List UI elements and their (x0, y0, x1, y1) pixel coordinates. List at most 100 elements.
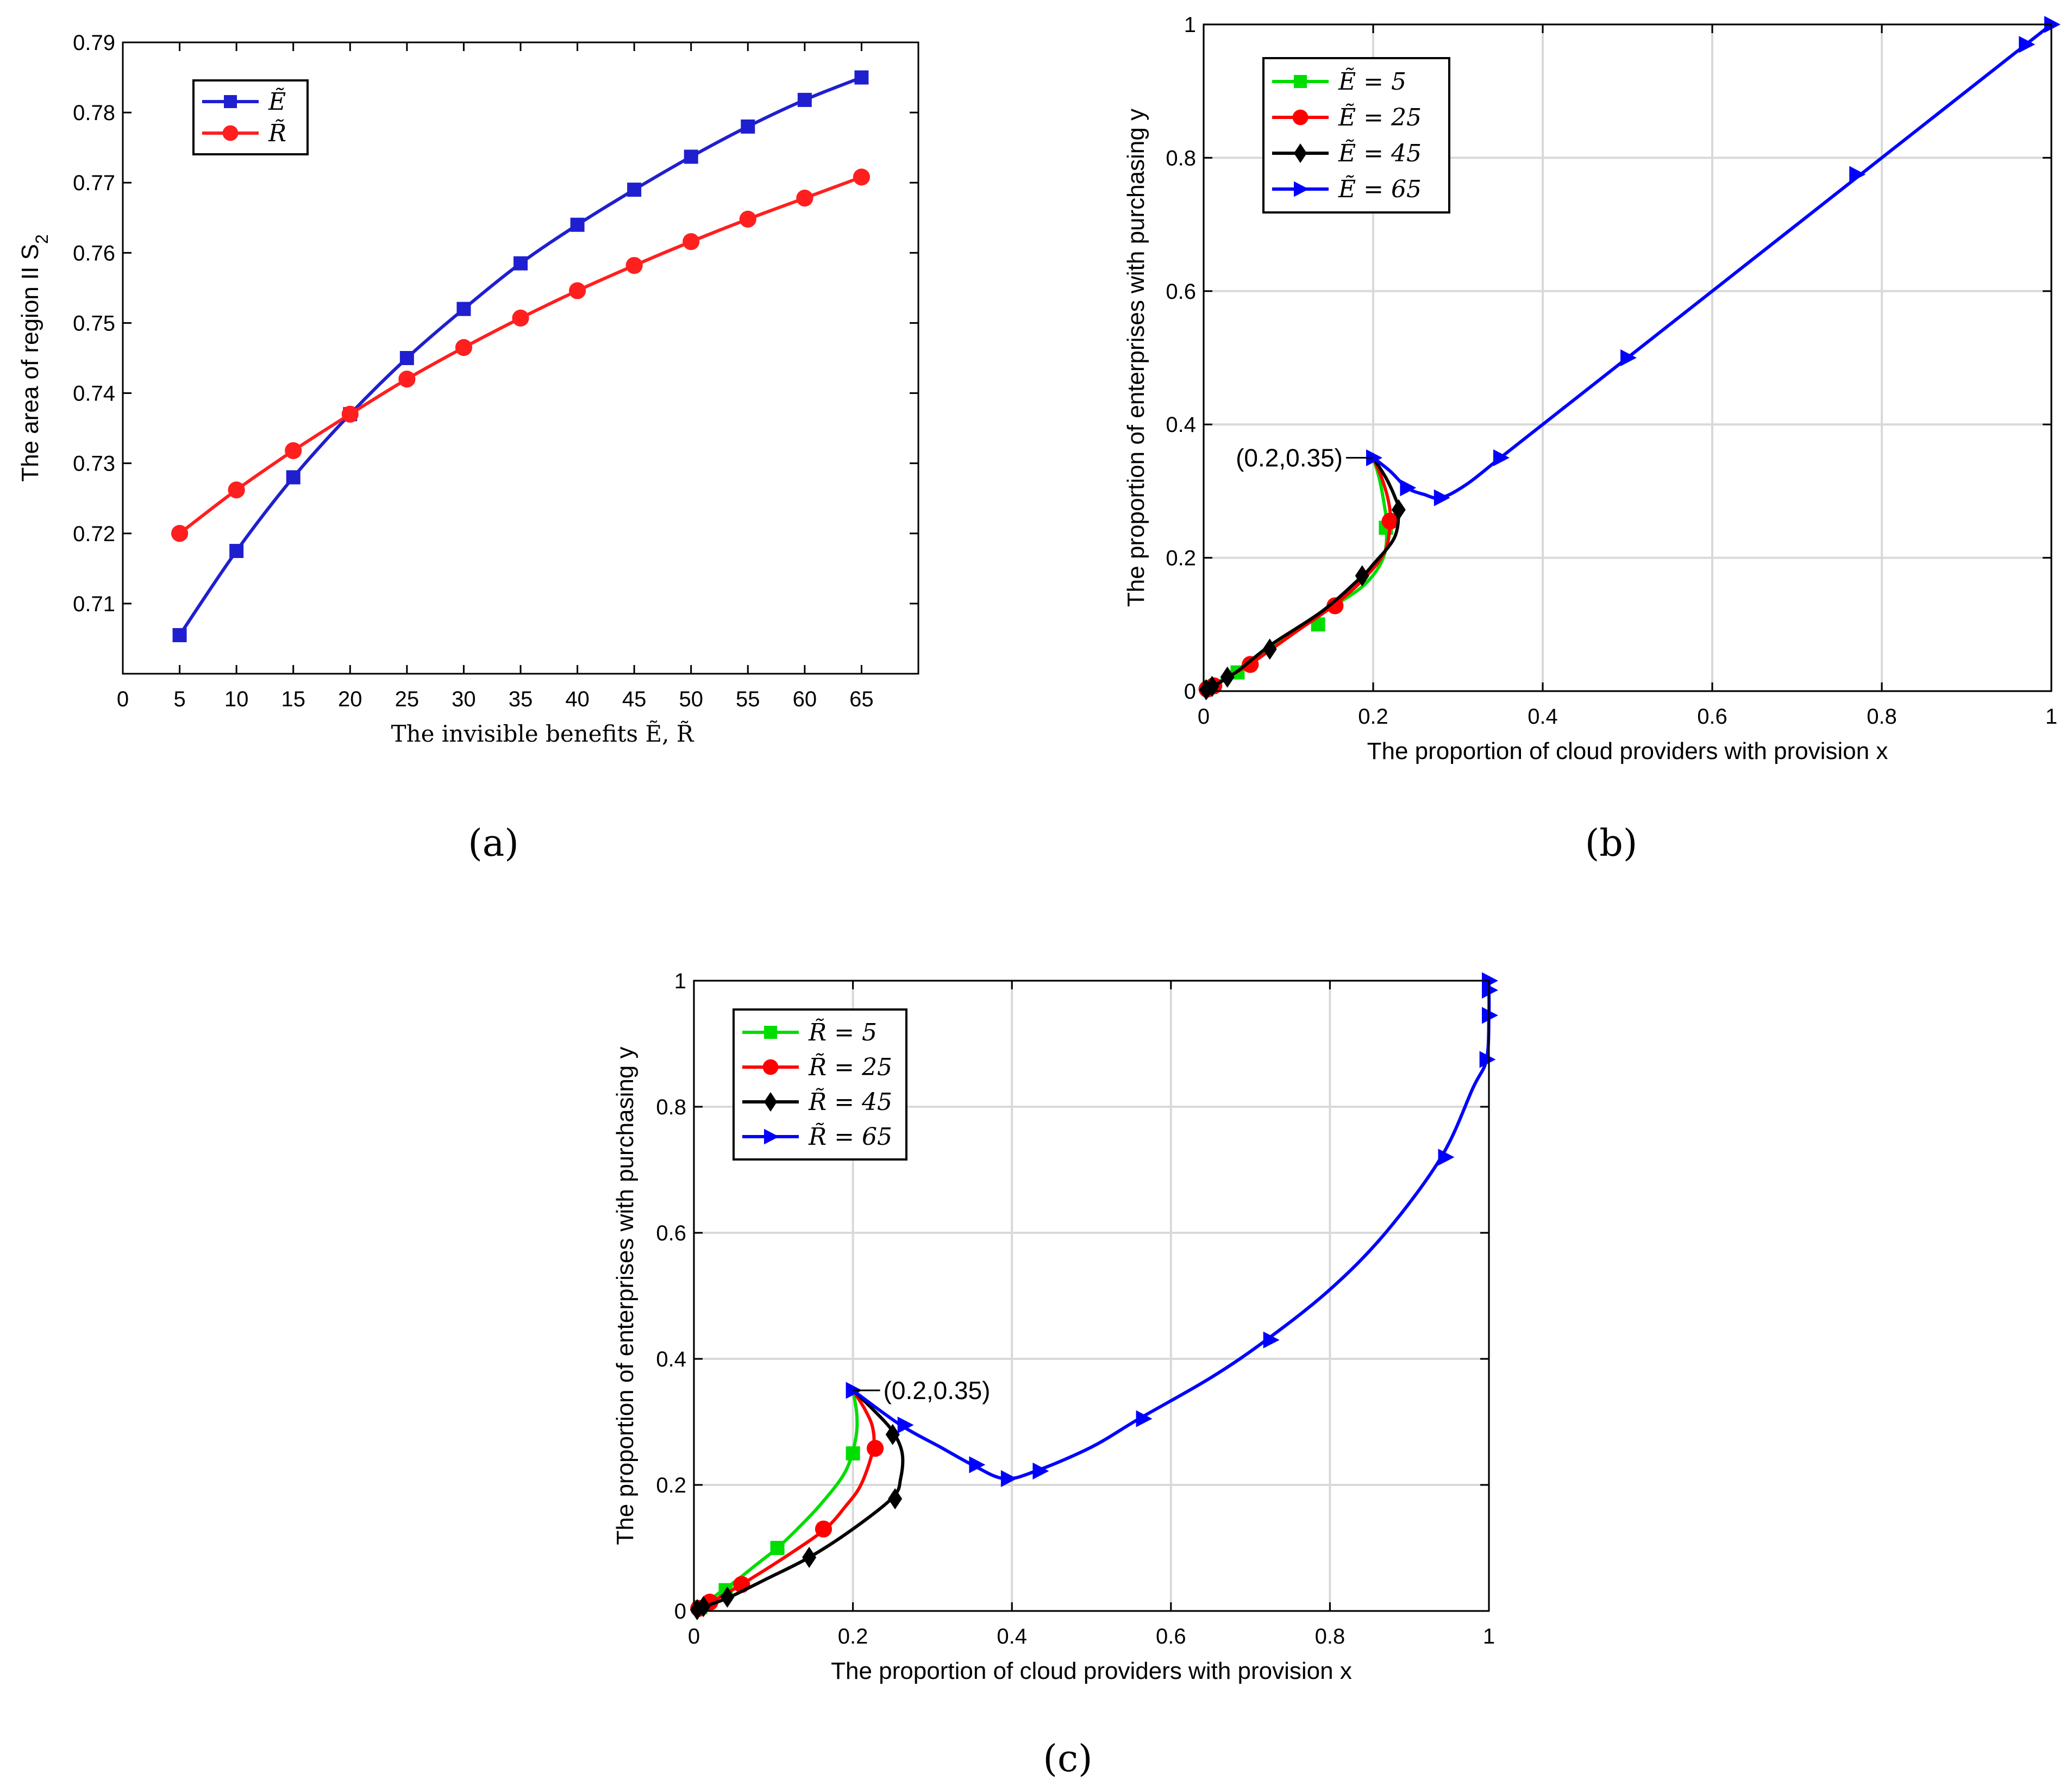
svg-text:The area of region II S2: The area of region II S2 (17, 234, 52, 482)
x-tick-label: 60 (793, 687, 817, 711)
data-point-4 (1032, 1462, 1049, 1480)
data-point-4 (897, 1416, 914, 1434)
x-tick-label: 25 (395, 687, 420, 711)
data-point-4 (2019, 36, 2036, 53)
legend-marker (764, 1128, 779, 1145)
panel-label-a: (a) (468, 822, 519, 865)
data-point-2 (625, 256, 643, 274)
data-point-1 (399, 351, 414, 365)
data-point-2 (455, 339, 473, 356)
legend-label: Ẽ = 5 (1338, 67, 1406, 96)
data-point-4 (1136, 1410, 1153, 1427)
legend-marker (1294, 75, 1307, 88)
legend-b: Ẽ = 5 Ẽ = 25 Ẽ = 45 Ẽ = 65 (1262, 57, 1450, 214)
legend-label: Ẽ = 65 (1338, 174, 1422, 203)
series-line-2 (701, 1389, 876, 1609)
data-point-4 (1620, 349, 1637, 367)
data-point-3 (1199, 679, 1213, 701)
legend-label: R̃ = 5 (808, 1018, 877, 1046)
y-axis-label-c: The proportion of enterprises with purch… (612, 1046, 638, 1545)
legend-c: R̃ = 5 R̃ = 25 R̃ = 45 R̃ = 65 (733, 1008, 907, 1161)
series-line-2 (178, 175, 862, 535)
y-tick-label: 0.74 (73, 382, 115, 406)
data-point-1 (770, 1541, 785, 1555)
series-line-4 (1372, 23, 2052, 500)
legend-marker (762, 1059, 779, 1075)
data-point-1 (172, 628, 187, 642)
data-point-1 (846, 1446, 860, 1460)
panel-c: 0 0.2 0.4 0.6 0.8 1 0 0.2 0.4 0.6 0.8 1 The proport… (612, 969, 1498, 1684)
data-point-4 (2044, 16, 2061, 33)
y-tick-label: 0.73 (73, 452, 115, 476)
legend-marker (1294, 181, 1309, 197)
data-point-2 (1381, 512, 1399, 530)
y-tick-label: 1 (1184, 13, 1196, 37)
x-tick-label: 30 (452, 687, 476, 711)
legend-label: R̃ (268, 118, 286, 147)
x-tick-label: 0.4 (1528, 705, 1558, 729)
legend-label: R̃ = 25 (808, 1052, 892, 1081)
data-point-2 (683, 233, 700, 250)
legend-label: Ẽ = 45 (1338, 139, 1422, 167)
y-tick-label: 0.71 (73, 592, 115, 616)
x-tick-label: 10 (224, 687, 249, 711)
x-axis-label-c: The proportion of cloud providers with p… (831, 1658, 1352, 1684)
y-tick-label: 0.8 (1166, 146, 1196, 170)
data-point-2 (341, 405, 359, 423)
data-point-2 (512, 309, 529, 327)
data-point-4 (1434, 489, 1450, 506)
x-tick-label: 20 (338, 687, 362, 711)
panel-label-c: (c) (1043, 1738, 1092, 1780)
data-point-3 (802, 1546, 817, 1568)
data-point-4 (1493, 449, 1510, 467)
x-tick-label: 0.8 (1315, 1625, 1345, 1648)
y-tick-label: 0.77 (73, 171, 115, 195)
y-tick-label: 0.6 (656, 1221, 686, 1245)
x-axis-label-b: The proportion of cloud providers with p… (1367, 738, 1888, 764)
data-point-4 (1482, 972, 1498, 989)
legend-marker (222, 125, 239, 141)
x-tick-label: 0.6 (1156, 1625, 1186, 1648)
panel-a: 0 5 10 15 20 25 30 35 40 45 50 55 60 65 0.71 0.72 0.73 0.… (17, 31, 919, 747)
x-tick-label: 1 (2045, 705, 2057, 729)
data-point-3 (720, 1586, 735, 1608)
data-point-3 (888, 1488, 903, 1510)
legend-marker (1294, 143, 1307, 163)
data-point-2 (796, 190, 813, 207)
panel-label-b: (b) (1585, 822, 1638, 865)
y-tick-label: 0.2 (656, 1474, 686, 1497)
annotation-label: (0.2,0.35) (884, 1376, 991, 1404)
data-point-3 (1262, 638, 1277, 660)
data-point-2 (228, 481, 245, 499)
data-point-1 (627, 183, 642, 197)
y-tick-label: 0.2 (1166, 547, 1196, 570)
data-point-2 (398, 371, 416, 388)
legend-label: R̃ = 65 (808, 1122, 892, 1151)
data-point-4 (1000, 1470, 1017, 1487)
legend-label: Ẽ = 25 (1338, 103, 1422, 131)
legend-label: Ẽ (268, 87, 286, 116)
y-axis-label-b: The proportion of enterprises with purch… (1123, 109, 1149, 607)
x-axis-label-a: The invisible benefits Ẽ, R̃ (391, 720, 694, 747)
x-tick-label: 0.8 (1867, 705, 1897, 729)
x-tick-label: 55 (736, 687, 760, 711)
y-tick-label: 0.6 (1166, 280, 1196, 304)
legend-box (733, 1008, 907, 1161)
data-point-2 (853, 168, 871, 186)
y-tick-label: 0.8 (656, 1095, 686, 1119)
y-axis-label-a: The area of region II S2 (17, 234, 52, 482)
y-tick-label: 0.76 (73, 241, 115, 265)
y-tick-label: 1 (674, 969, 686, 993)
x-tick-label: 0 (1198, 705, 1210, 729)
data-point-2 (866, 1440, 884, 1457)
data-point-4 (1400, 479, 1417, 497)
data-point-3 (1391, 499, 1406, 521)
x-tick-label: 5 (173, 687, 185, 711)
legend-marker (764, 1026, 777, 1039)
x-tick-label: 0 (117, 687, 129, 711)
legend-label: R̃ = 45 (808, 1087, 892, 1116)
x-tick-label: 50 (679, 687, 703, 711)
x-tick-label: 0.4 (997, 1625, 1027, 1648)
plot-frame-b (1203, 23, 2052, 692)
data-point-1 (286, 470, 301, 485)
